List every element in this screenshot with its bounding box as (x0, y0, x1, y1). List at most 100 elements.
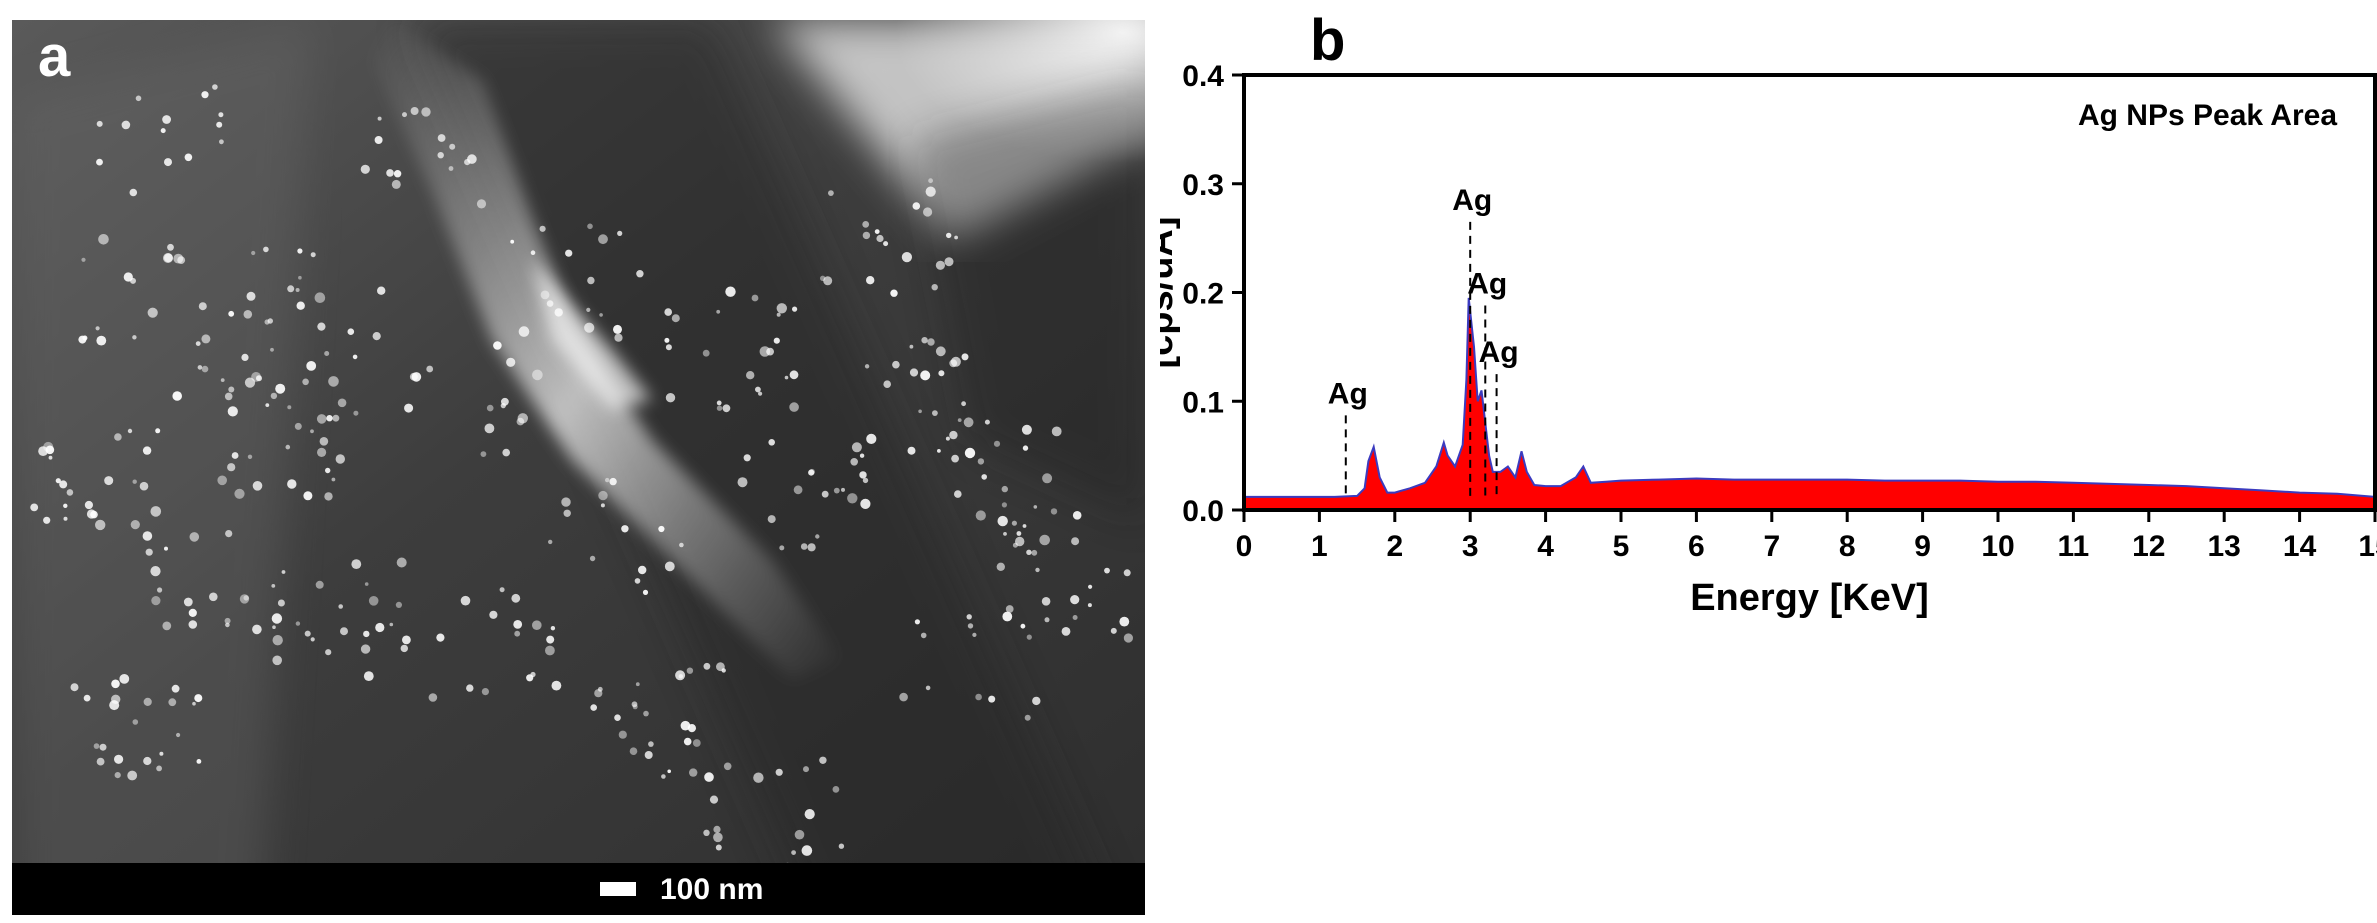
nanoparticle-dot (338, 604, 344, 609)
x-tick-label: 1 (1311, 530, 1328, 563)
nanoparticle-dot (532, 369, 543, 381)
nanoparticle-dot (517, 413, 528, 424)
scale-bar: 100 nm (12, 863, 1145, 915)
nanoparticle-dot (751, 294, 759, 302)
nanoparticle-dot (614, 714, 621, 721)
nanoparticle-dot (635, 682, 640, 687)
nanoparticle-dot (151, 596, 161, 606)
nanoparticle-dot (198, 302, 207, 311)
peak-label: Ag (1479, 336, 1519, 369)
nanoparticle-dot (664, 308, 672, 316)
nanoparticle-dot (332, 414, 340, 422)
nanoparticle-dot (597, 686, 603, 692)
nanoparticle-dot (316, 414, 327, 424)
nanoparticle-dot (176, 732, 181, 738)
nanoparticle-dot (270, 392, 278, 400)
nanoparticle-dot (644, 751, 653, 759)
nanoparticle-dot (147, 307, 158, 318)
nanoparticle-dot (967, 623, 974, 629)
nanoparticle-dot (160, 128, 166, 134)
nanoparticle-dot (409, 372, 418, 381)
nanoparticle-dot (142, 531, 153, 541)
nanoparticle-dot (96, 757, 105, 766)
nanoparticle-dot (874, 229, 880, 235)
nanoparticle-dot (314, 292, 326, 304)
nanoparticle-dot (776, 303, 787, 314)
plot-area: 01234567891011121314150.00.10.20.30.4AgA… (1182, 60, 2377, 563)
nanoparticle-dot (271, 584, 276, 588)
nanoparticle-dot (173, 253, 184, 264)
legend-text: Ag NPs Peak Area (2078, 99, 2337, 132)
nanoparticle-dot (55, 478, 61, 484)
nanoparticle-dot (661, 774, 666, 779)
nanoparticle-dot (272, 625, 276, 629)
nanoparticle-dot (510, 239, 515, 244)
nanoparticle-dot (599, 313, 603, 317)
nanoparticle-dot (243, 310, 253, 319)
nanoparticle-dot (493, 341, 502, 350)
nanoparticle-dot (909, 344, 914, 349)
nanoparticle-dot (506, 357, 516, 367)
nanoparticle-dot (386, 169, 394, 177)
nanoparticle-dot (1110, 627, 1117, 634)
nanoparticle-dot (95, 519, 106, 531)
nanoparticle-dot (192, 701, 196, 706)
nanoparticle-dot (194, 694, 203, 703)
nanoparticle-dot (331, 477, 336, 482)
nanoparticle-dot (972, 632, 977, 638)
nanoparticle-dot (758, 391, 763, 396)
nanoparticle-dot (951, 454, 959, 463)
nanoparticle-dot (1123, 569, 1131, 577)
nanoparticle-dot (347, 328, 355, 336)
nanoparticle-dot (804, 809, 815, 820)
nanoparticle-dot (66, 489, 74, 496)
nanoparticle-dots (30, 84, 1133, 883)
nanoparticle-dot (395, 601, 402, 609)
nanoparticle-dot (648, 741, 654, 747)
nanoparticle-dot (833, 487, 840, 494)
nanoparticle-dot (587, 223, 593, 230)
nanoparticle-dot (883, 241, 889, 247)
nanoparticle-dot (256, 375, 262, 382)
nanoparticle-dot (548, 539, 553, 545)
x-tick-label: 13 (2208, 530, 2241, 563)
nanoparticle-dot (270, 347, 274, 352)
nanoparticle-dot (767, 515, 776, 524)
nanoparticle-dot (437, 152, 444, 159)
nanoparticle-dot (410, 107, 419, 115)
nanoparticle-dot (1051, 426, 1062, 437)
nanoparticle-dot (996, 562, 1005, 571)
nanoparticle-dot (96, 335, 107, 346)
nanoparticle-dot (114, 433, 122, 441)
nanoparticle-dot (716, 405, 723, 411)
nanoparticle-dot (227, 406, 238, 417)
nanoparticle-dot (664, 561, 675, 572)
nanoparticle-dot (317, 322, 326, 331)
nanoparticle-dot (914, 619, 921, 625)
nanoparticle-dot (437, 134, 446, 142)
nanoparticle-dot (1024, 714, 1031, 721)
nanoparticle-dot (337, 398, 347, 408)
nanoparticle-dot (530, 250, 536, 255)
edx-spectrum-chart: b 01234567891011121314150.00.10.20.30.4A… (1160, 8, 2377, 619)
nanoparticle-dot (267, 318, 273, 324)
nanoparticle-dot (1042, 473, 1053, 484)
nanoparticle-dot (201, 365, 209, 373)
nanoparticle-dot (937, 449, 941, 453)
nanoparticle-dot (82, 335, 88, 341)
nanoparticle-dot (460, 595, 471, 606)
nanoparticle-dot (551, 680, 562, 691)
nanoparticle-dot (251, 250, 256, 256)
nanoparticle-dot (502, 448, 511, 457)
nanoparticle-dot (862, 477, 869, 484)
nanoparticle-dot (252, 624, 262, 635)
nanoparticle-dot (86, 509, 97, 519)
nanoparticle-dot (466, 684, 474, 692)
nanoparticle-dot (546, 635, 555, 644)
nanoparticle-dot (127, 770, 138, 781)
nanoparticle-dot (883, 380, 891, 389)
nanoparticle-dot (966, 614, 972, 620)
sem-micrograph (12, 20, 1145, 915)
nanoparticle-dot (45, 445, 55, 455)
x-tick-label: 9 (1914, 530, 1931, 563)
